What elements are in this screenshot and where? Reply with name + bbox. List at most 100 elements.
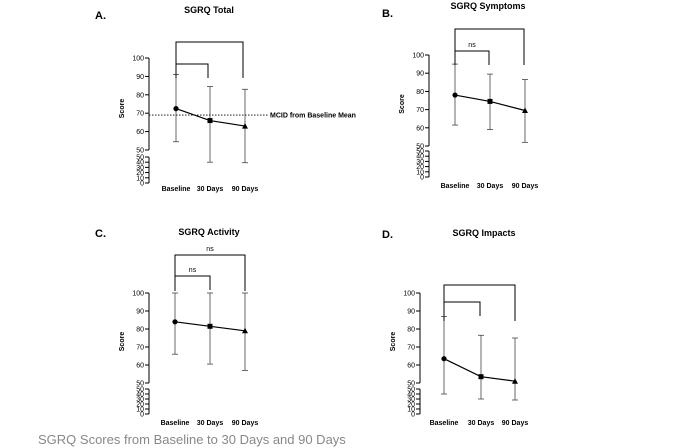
y-tick-label: 100 xyxy=(132,291,144,298)
y-tick-label: 100 xyxy=(132,56,144,63)
series-line xyxy=(175,108,246,127)
y-tick-label: 60 xyxy=(416,125,424,132)
y-tick-label: 90 xyxy=(416,71,424,78)
data-point xyxy=(452,92,458,98)
y-tick-label: 0 xyxy=(140,181,144,188)
y-tick-label: 90 xyxy=(136,309,144,316)
y-tick-label: 80 xyxy=(416,89,424,96)
y-tick-label: 50 xyxy=(136,155,144,162)
y-tick-label: 50 xyxy=(416,149,424,156)
y-tick-label: 40 xyxy=(136,160,144,167)
y-tick-label: 80 xyxy=(136,327,144,334)
data-point xyxy=(242,123,248,129)
significance-bracket xyxy=(443,284,516,321)
y-tick-label: 10 xyxy=(416,169,424,176)
y-tick-label: 0 xyxy=(140,412,144,419)
x-tick-label: 30 Days xyxy=(197,186,224,193)
y-tick-label: 90 xyxy=(136,74,144,81)
y-tick-label: 30 xyxy=(407,397,415,404)
x-tick-label: Baseline xyxy=(441,183,470,190)
data-point xyxy=(487,98,493,104)
figure-caption: SGRQ Scores from Baseline to 30 Days and… xyxy=(38,432,346,447)
y-tick-label: 50 xyxy=(407,387,415,394)
y-tick-label: 10 xyxy=(136,407,144,414)
bracket-label: ns xyxy=(468,42,476,49)
y-tick-label: 60 xyxy=(136,363,144,370)
x-tick-label: Baseline xyxy=(430,420,459,427)
x-tick-label: 90 Days xyxy=(502,420,529,427)
data-point xyxy=(242,327,248,334)
y-tick-label: 100 xyxy=(403,291,415,298)
x-tick-label: 90 Days xyxy=(232,186,259,193)
y-tick-label: 30 xyxy=(136,397,144,404)
significance-bracket xyxy=(175,63,209,78)
significance-bracket xyxy=(454,28,525,65)
y-tick-label: 10 xyxy=(136,175,144,182)
figure-canvas: A. SGRQ TotalScore50607080901000102030405… xyxy=(95,1,538,427)
y-axis-label: Score xyxy=(119,99,126,119)
chart-title: SGRQ Symptoms xyxy=(450,1,525,11)
panel-1: A. SGRQ TotalScore50607080901000102030405… xyxy=(95,5,356,193)
y-tick-label: 60 xyxy=(136,129,144,136)
panel-3: C. SGRQ ActivityScore50607080901000102030… xyxy=(95,227,258,427)
x-tick-label: Baseline xyxy=(162,186,191,193)
bracket-label: ns xyxy=(206,246,214,253)
y-axis-label: Score xyxy=(119,332,126,352)
data-point xyxy=(478,374,484,380)
chart-title: SGRQ Total xyxy=(184,5,234,15)
panel-4: D. SGRQ Impacts Score 50 60 70 80 90 100 01020304… xyxy=(382,228,528,427)
significance-bracket xyxy=(443,301,481,316)
y-tick-label: 50 xyxy=(416,144,424,151)
y-tick-label: 70 xyxy=(407,345,415,352)
significance-bracket xyxy=(454,50,490,65)
y-axis-label: Score xyxy=(390,332,397,352)
x-tick-label: 90 Days xyxy=(232,420,259,427)
y-tick-label: 80 xyxy=(136,92,144,99)
y-tick-label: 50 xyxy=(136,148,144,155)
x-tick-label: 30 Days xyxy=(468,420,495,427)
significance-bracket xyxy=(175,41,244,78)
data-point xyxy=(207,323,213,329)
chart-title: SGRQ Activity xyxy=(178,227,239,237)
y-tick-label: 0 xyxy=(411,412,415,419)
x-tick-label: 30 Days xyxy=(477,183,504,190)
y-tick-label: 80 xyxy=(407,327,415,334)
y-axis-label: Score xyxy=(399,94,406,114)
data-point xyxy=(173,106,179,112)
data-point xyxy=(207,118,213,124)
chart-title: SGRQ Impacts xyxy=(452,228,515,238)
panel-letter: D. xyxy=(382,229,393,241)
y-tick-label: 100 xyxy=(412,53,424,60)
data-point xyxy=(172,319,178,325)
panel-2: B.SGRQ SymptomsScore50607080901000102030… xyxy=(382,1,538,190)
y-tick-label: 40 xyxy=(407,392,415,399)
panel-letter: C. xyxy=(95,228,106,240)
y-tick-label: 20 xyxy=(416,164,424,171)
y-tick-label: 40 xyxy=(416,154,424,161)
significance-bracket xyxy=(174,254,246,291)
y-tick-label: 20 xyxy=(136,170,144,177)
y-tick-label: 0 xyxy=(420,175,424,182)
data-point xyxy=(522,107,528,114)
y-tick-label: 30 xyxy=(416,159,424,166)
y-tick-label: 20 xyxy=(407,402,415,409)
y-tick-label: 10 xyxy=(407,407,415,414)
y-tick-label: 60 xyxy=(407,363,415,370)
y-tick-label: 20 xyxy=(136,402,144,409)
panel-letter: B. xyxy=(382,8,393,20)
data-point xyxy=(512,378,518,384)
x-tick-label: 30 Days xyxy=(197,420,224,427)
y-tick-label: 40 xyxy=(136,392,144,399)
significance-bracket xyxy=(174,275,211,290)
bracket-label: ns xyxy=(189,267,197,274)
y-tick-label: 50 xyxy=(136,381,144,388)
x-tick-label: Baseline xyxy=(161,420,190,427)
y-tick-label: 90 xyxy=(407,309,415,316)
y-tick-label: 50 xyxy=(407,381,415,388)
y-tick-label: 30 xyxy=(136,165,144,172)
mcid-label: MCID from Baseline Mean xyxy=(270,113,356,120)
x-tick-label: 90 Days xyxy=(512,183,539,190)
data-point xyxy=(441,356,447,362)
y-tick-label: 50 xyxy=(136,387,144,394)
panel-letter: A. xyxy=(95,10,106,22)
